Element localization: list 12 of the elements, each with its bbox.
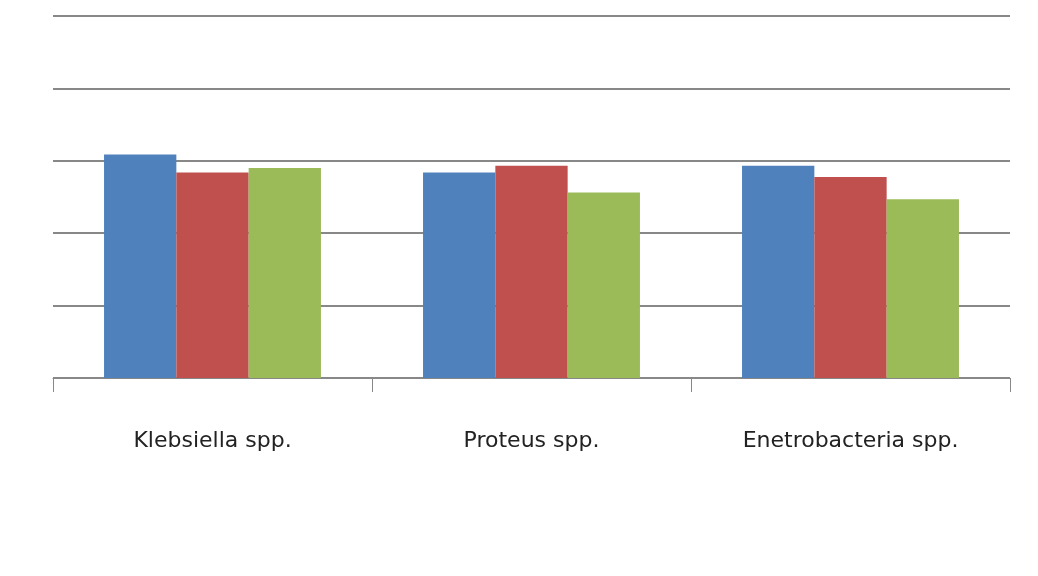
x-tick-label: Klebsiella spp. <box>133 426 292 452</box>
bar <box>886 199 959 378</box>
bar <box>814 176 887 378</box>
bar <box>423 172 496 378</box>
x-tick-label: Enetrobacteria spp. <box>742 426 959 452</box>
bar <box>176 172 249 378</box>
bar <box>495 165 568 378</box>
bar <box>104 154 177 378</box>
x-tick-label: Proteus spp. <box>463 426 600 452</box>
bar <box>567 192 640 378</box>
bar <box>742 165 815 378</box>
bar <box>248 167 321 378</box>
